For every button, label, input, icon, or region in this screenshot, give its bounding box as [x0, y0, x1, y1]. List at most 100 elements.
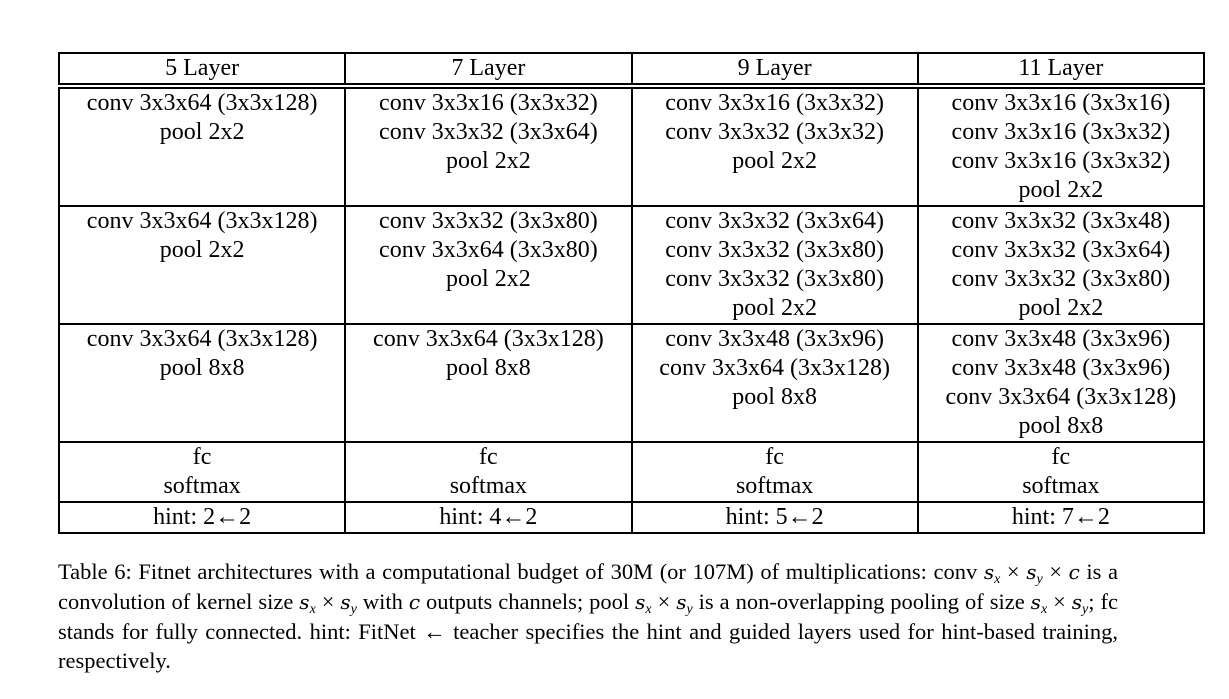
math-symbol: s	[1030, 590, 1041, 614]
header-cell: 7 Layer	[344, 52, 633, 89]
cell-line: conv 3x3x32 (3x3x64)	[665, 208, 884, 234]
math-variable: sx	[635, 589, 652, 617]
math-operator: ×	[651, 589, 677, 614]
math-subscript: y	[686, 602, 693, 617]
math-operator: ×	[1047, 589, 1072, 614]
cell-line: pool 2x2	[732, 148, 817, 174]
math-symbol: s	[983, 560, 995, 584]
caption-text: is a non-overlapping pooling of size	[692, 589, 1031, 614]
math-variable: c	[409, 589, 420, 614]
cell-line: pool 2x2	[159, 119, 245, 145]
cell-line: conv 3x3x32 (3x3x32)	[665, 119, 884, 145]
cell-line: hint: 5←2	[725, 504, 824, 530]
math-subscript: y	[350, 602, 357, 617]
math-subscript: y	[1036, 572, 1043, 587]
math-symbol: c	[408, 590, 421, 614]
cell-line: fc	[192, 444, 212, 470]
cell-line: pool 8x8	[446, 355, 531, 381]
math-symbol: s	[635, 590, 646, 614]
table-cell: hint: 4←2	[344, 501, 633, 534]
cell-line: softmax	[163, 473, 241, 499]
math-variable: sy	[676, 589, 693, 617]
cell-line: conv 3x3x16 (3x3x32)	[951, 148, 1171, 174]
architecture-table: 5 Layer 7 Layer 9 Layer 11 Layer conv 3x3x6…	[57, 52, 1206, 534]
math-variable: c	[1069, 559, 1080, 584]
cell-line: conv 3x3x16 (3x3x32)	[951, 119, 1171, 145]
math-subscript: x	[994, 572, 1001, 587]
table-cell: hint: 2←2	[57, 501, 347, 534]
table-cell: fc softmax	[630, 441, 919, 503]
cell-line: conv 3x3x16 (3x3x16)	[951, 90, 1171, 116]
header-cell: 11 Layer	[916, 52, 1206, 89]
cell-line: fc	[479, 444, 498, 470]
caption-text: ; fc stands for fully connected. hint: F…	[58, 589, 1118, 673]
cell-line: pool 2x2	[446, 148, 531, 174]
cell-line: fc	[1051, 444, 1071, 470]
math-variable: sx	[983, 559, 1001, 587]
caption-text: is a convolution of kernel size	[58, 559, 1118, 614]
table-row: hint: 2←2 hint: 4←2 hint: 5←2 hint: 7←2	[57, 501, 1206, 534]
header-cell: 5 Layer	[57, 52, 347, 89]
cell-line: conv 3x3x32 (3x3x80)	[951, 266, 1171, 292]
cell-line: conv 3x3x16 (3x3x32)	[665, 90, 884, 116]
math-subscript: y	[1082, 602, 1089, 617]
table-cell: conv 3x3x32 (3x3x64) conv 3x3x32 (3x3x80)…	[630, 205, 919, 325]
caption-text: with	[356, 589, 409, 614]
math-subscript: x	[645, 602, 652, 617]
table-cell: conv 3x3x64 (3x3x128) pool 2x2	[57, 85, 347, 207]
caption-text: outputs channels; pool	[420, 589, 636, 614]
math-variable: sy	[340, 589, 357, 617]
math-operator: ×	[1000, 559, 1027, 584]
table-caption: Table 6: Fitnet architectures with a com…	[58, 557, 1118, 675]
cell-line: pool 2x2	[1018, 177, 1104, 203]
table-cell: conv 3x3x16 (3x3x16) conv 3x3x16 (3x3x32)…	[916, 85, 1206, 207]
cell-line: softmax	[1022, 473, 1100, 499]
cell-line: softmax	[449, 473, 528, 499]
math-symbol: c	[1068, 560, 1080, 584]
cell-line: conv 3x3x32 (3x3x64)	[951, 237, 1171, 263]
cell-line: conv 3x3x48 (3x3x96)	[665, 326, 884, 352]
table-cell: fc softmax	[57, 441, 347, 503]
cell-line: conv 3x3x32 (3x3x64)	[379, 119, 598, 145]
math-symbol: s	[1026, 560, 1037, 584]
cell-line: pool 8x8	[1018, 413, 1104, 439]
table-cell: fc softmax	[916, 441, 1206, 503]
table-row: conv 3x3x64 (3x3x128) pool 2x2 conv 3x3x16…	[57, 85, 1206, 207]
cell-line: pool 2x2	[159, 237, 245, 263]
cell-line: hint: 2←2	[153, 504, 252, 530]
cell-line: fc	[765, 444, 784, 470]
cell-line: pool 2x2	[732, 295, 817, 321]
cell-line: conv 3x3x64 (3x3x128)	[659, 355, 890, 381]
cell-line: conv 3x3x64 (3x3x128)	[86, 326, 318, 352]
table-cell: conv 3x3x48 (3x3x96) conv 3x3x64 (3x3x128…	[630, 323, 919, 443]
math-variable: sy	[1072, 589, 1089, 617]
cell-line: conv 3x3x32 (3x3x80)	[379, 208, 598, 234]
table-cell: fc softmax	[344, 441, 633, 503]
cell-line: hint: 4←2	[439, 504, 538, 530]
math-variable: sx	[299, 589, 316, 617]
cell-line: pool 8x8	[732, 384, 817, 410]
table-body: conv 3x3x64 (3x3x128) pool 2x2 conv 3x3x16…	[57, 85, 1206, 534]
table-row: fc softmax fc softmax fc softmax fc softmax	[57, 441, 1206, 503]
table-cell: conv 3x3x16 (3x3x32) conv 3x3x32 (3x3x32)…	[630, 85, 919, 207]
table-row: conv 3x3x64 (3x3x128) pool 2x2 conv 3x3x32…	[57, 205, 1206, 325]
table-cell: conv 3x3x64 (3x3x128) pool 2x2	[57, 205, 347, 325]
table-row: conv 3x3x64 (3x3x128) pool 8x8 conv 3x3x64…	[57, 323, 1206, 443]
table-cell: conv 3x3x16 (3x3x32) conv 3x3x32 (3x3x64)…	[344, 85, 633, 207]
table-cell: conv 3x3x48 (3x3x96) conv 3x3x48 (3x3x96)…	[916, 323, 1206, 443]
cell-line: pool 8x8	[159, 355, 245, 381]
cell-line: conv 3x3x64 (3x3x80)	[379, 237, 598, 263]
cell-line: conv 3x3x48 (3x3x96)	[951, 355, 1171, 381]
cell-line: conv 3x3x16 (3x3x32)	[379, 90, 598, 116]
math-variable: sy	[1026, 559, 1043, 587]
math-symbol: s	[299, 590, 310, 614]
cell-line: conv 3x3x32 (3x3x80)	[665, 237, 884, 263]
cell-line: conv 3x3x64 (3x3x128)	[373, 326, 604, 352]
table-cell: conv 3x3x32 (3x3x48) conv 3x3x32 (3x3x64)…	[916, 205, 1206, 325]
math-operator: ×	[315, 589, 341, 614]
math-subscript: x	[309, 602, 316, 617]
math-variable: sx	[1030, 589, 1047, 617]
header-row: 5 Layer 7 Layer 9 Layer 11 Layer	[57, 52, 1206, 89]
math-operator: ×	[1042, 559, 1069, 584]
